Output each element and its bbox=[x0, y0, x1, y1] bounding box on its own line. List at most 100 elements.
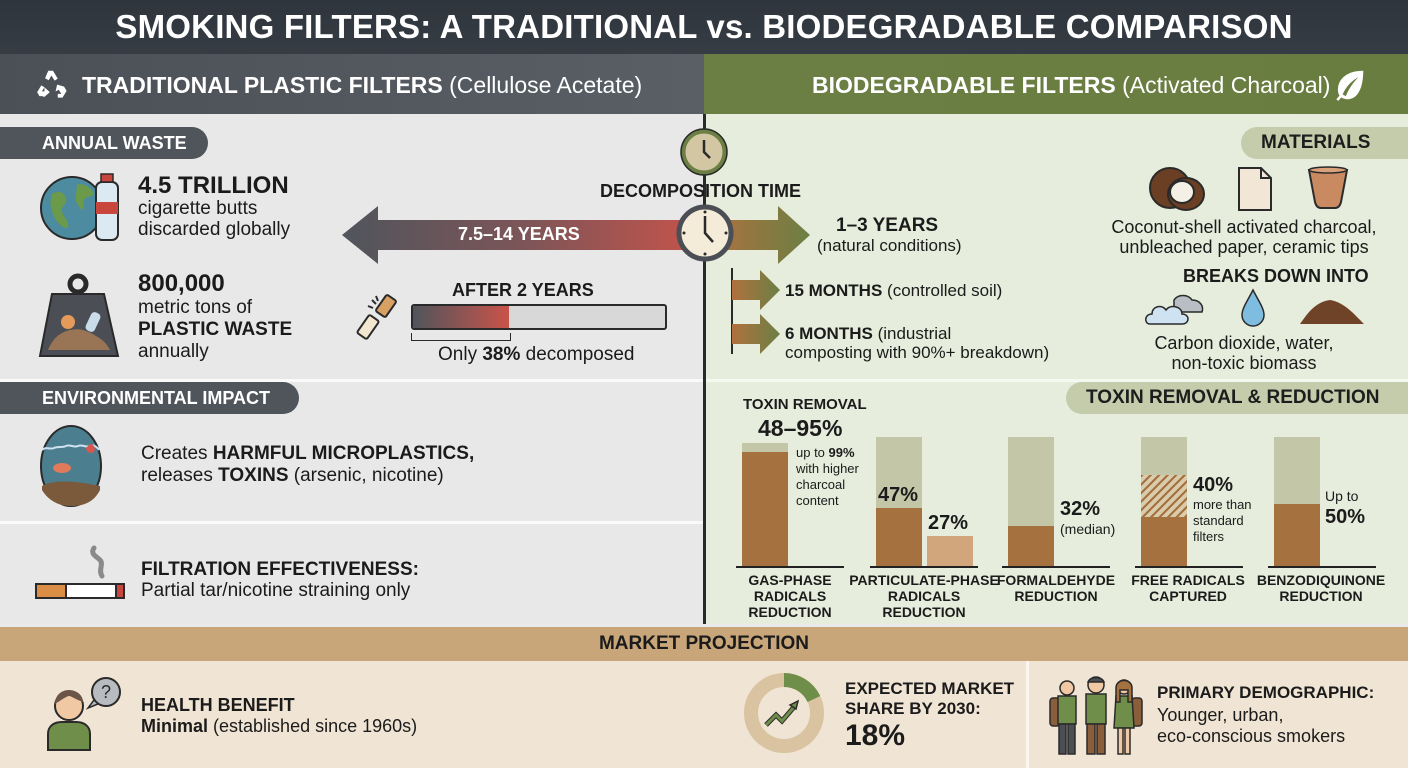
free-note-1: more than bbox=[1193, 497, 1252, 512]
water-drop-icon bbox=[1241, 288, 1265, 327]
free-radicals-value: 40% bbox=[1193, 474, 1234, 496]
market-panel bbox=[0, 661, 1408, 768]
biodegradable-subtitle: (Activated Charcoal) bbox=[1122, 72, 1331, 98]
cat-line: REDUCTION bbox=[1279, 588, 1363, 604]
gas-note-pre: up to bbox=[796, 445, 825, 460]
decomposition-progress-bar bbox=[411, 304, 667, 330]
soil-icon bbox=[1300, 300, 1364, 324]
center-divider bbox=[703, 114, 706, 624]
decomposition-arrow bbox=[342, 206, 810, 264]
toxin-removal-label: TOXIN REMOVAL & REDUCTION bbox=[1066, 382, 1408, 414]
market-share-donut bbox=[744, 673, 824, 753]
category-gas-phase: GAS-PHASE RADICALS REDUCTION bbox=[736, 572, 844, 620]
free-radicals-bar-max bbox=[1141, 437, 1187, 475]
progress-bracket bbox=[411, 333, 511, 341]
market-share-title: EXPECTED MARKET SHARE BY 2030: bbox=[845, 679, 1014, 719]
breaks-down-label: BREAKS DOWN INTO bbox=[1183, 266, 1369, 286]
bio-decomposition-note: (natural conditions) bbox=[817, 236, 962, 255]
controlled-soil-value: 15 MONTHS bbox=[785, 281, 883, 300]
impact-pre-1: Creates bbox=[141, 443, 208, 464]
particulate-value-a: 47% bbox=[878, 484, 919, 506]
person-question-icon: ? bbox=[47, 677, 121, 751]
section-divider bbox=[0, 379, 703, 382]
market-projection-label: MARKET PROJECTION bbox=[0, 627, 1408, 661]
cat-line: GAS-PHASE bbox=[748, 572, 832, 588]
baseline bbox=[1135, 566, 1243, 568]
gas-phase-bar-max bbox=[742, 443, 788, 453]
caption-pre: Only bbox=[438, 344, 478, 365]
free-radicals-bar-extra bbox=[1141, 475, 1187, 517]
free-radicals-bar bbox=[1141, 517, 1187, 566]
leaf-icon bbox=[1336, 70, 1364, 101]
weight-trash-icon bbox=[38, 273, 120, 357]
particulate-value-b: 27% bbox=[928, 512, 969, 534]
benzodiquinone-note: Up to bbox=[1325, 488, 1359, 504]
gas-phase-note: up to 99% with higher charcoal content bbox=[796, 445, 859, 509]
clock-icon bbox=[680, 128, 728, 176]
butts-desc-1: cigarette butts bbox=[138, 198, 258, 219]
cat-line: REDUCTION bbox=[882, 604, 966, 620]
biodegradable-header: BIODEGRADABLE FILTERS (Activated Charcoa… bbox=[704, 54, 1408, 114]
cat-line: FORMALDEHYDE bbox=[996, 572, 1116, 588]
arrow-icon bbox=[732, 314, 780, 354]
traditional-decomposition-time: 7.5–14 YEARS bbox=[458, 224, 580, 244]
breaks-line-1: Carbon dioxide, water, bbox=[1154, 333, 1334, 353]
traditional-subtitle: (Cellulose Acetate) bbox=[449, 72, 643, 98]
cigarette-smoke-icon bbox=[35, 545, 125, 599]
materials-line-2: unbleached paper, ceramic tips bbox=[1119, 237, 1369, 257]
demo-line-1: Younger, urban, bbox=[1157, 705, 1284, 725]
filtration-text: Partial tar/nicotine straining only bbox=[141, 580, 411, 601]
toxin-sub-label: TOXIN REMOVAL bbox=[743, 396, 867, 413]
formaldehyde-value: 32% bbox=[1060, 498, 1101, 520]
cat-line: PARTICULATE-PHASE bbox=[849, 572, 999, 588]
gas-note-l4: content bbox=[796, 493, 839, 508]
cat-line: BENZODIQUINONE bbox=[1256, 572, 1386, 588]
gas-note-l2: with higher bbox=[796, 461, 859, 476]
plastic-tons: 800,000 bbox=[138, 270, 225, 297]
industrial-note-2: composting with 90%+ breakdown) bbox=[785, 343, 1050, 362]
impact-pre-2: releases bbox=[141, 465, 213, 486]
gas-phase-bar bbox=[742, 452, 788, 566]
gas-phase-value: 48–95% bbox=[758, 415, 843, 441]
baseline bbox=[870, 566, 978, 568]
cat-line: REDUCTION bbox=[1014, 588, 1098, 604]
decomposition-label: DECOMPOSITION TIME bbox=[600, 181, 802, 201]
benzodiquinone-bar-max bbox=[1274, 437, 1320, 504]
cat-line: CAPTURED bbox=[1149, 588, 1227, 604]
section-divider bbox=[706, 379, 1408, 382]
plastic-desc-3: annually bbox=[138, 341, 209, 362]
demographic-title: PRIMARY DEMOGRAPHIC: bbox=[1157, 683, 1375, 702]
bio-decomposition-time: 1–3 YEARS bbox=[836, 215, 939, 236]
controlled-soil-note: (controlled soil) bbox=[887, 281, 1003, 300]
cat-line: FREE RADICALS bbox=[1131, 572, 1245, 588]
decomposition-progress-fill bbox=[413, 306, 509, 328]
category-benzodiquinone: BENZODIQUINONE REDUCTION bbox=[1256, 572, 1386, 604]
controlled-soil-time: 15 MONTHS (controlled soil) bbox=[785, 281, 1002, 301]
market-divider bbox=[1026, 661, 1029, 768]
particulate-bar-a bbox=[876, 508, 922, 566]
free-note-3: filters bbox=[1193, 529, 1225, 544]
impact-bold-1: HARMFUL MICROPLASTICS, bbox=[212, 443, 475, 464]
ceramic-cup-icon bbox=[1307, 166, 1349, 209]
section-divider bbox=[0, 521, 703, 524]
free-radicals-note: more than standard filters bbox=[1193, 497, 1252, 545]
broken-filter-icon bbox=[356, 294, 397, 340]
particulate-bar-max bbox=[876, 437, 922, 508]
arrow-icon bbox=[732, 270, 780, 310]
baseline bbox=[1002, 566, 1110, 568]
filtration-title: FILTRATION EFFECTIVENESS: bbox=[141, 559, 419, 580]
share-line-1: EXPECTED MARKET bbox=[845, 679, 1015, 698]
plastic-desc-2: PLASTIC WASTE bbox=[138, 319, 293, 340]
cloud-icon bbox=[1145, 294, 1204, 325]
free-note-2: standard bbox=[1193, 513, 1244, 528]
health-benefit-text: Minimal (established since 1960s) bbox=[141, 716, 417, 737]
health-detail: (established since 1960s) bbox=[213, 716, 418, 736]
industrial-note: (industrial bbox=[877, 324, 952, 343]
decomposed-caption: Only 38% decomposed bbox=[438, 344, 634, 365]
recycle-icon bbox=[37, 70, 67, 98]
svg-text:?: ? bbox=[101, 682, 111, 702]
young-people-icon bbox=[1049, 676, 1143, 755]
particulate-bar-b bbox=[927, 536, 973, 566]
formaldehyde-note: (median) bbox=[1060, 521, 1116, 537]
baseline bbox=[1268, 566, 1376, 568]
